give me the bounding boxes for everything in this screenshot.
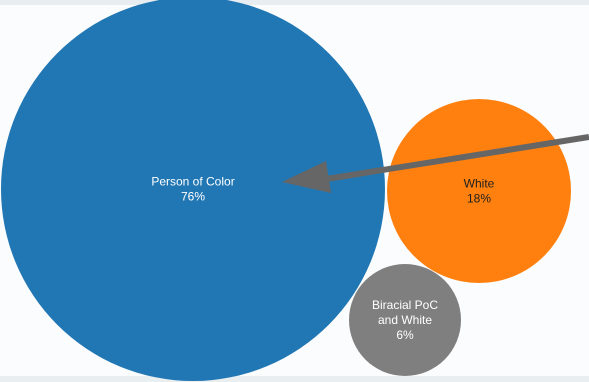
annotation-arrow (282, 134, 589, 193)
bubble-value-label: 6% (396, 328, 414, 342)
bubble-category-label: and White (378, 313, 432, 327)
bubble-category-label: White (464, 177, 495, 191)
bubble-category-label: Person of Color (151, 175, 234, 189)
arrow-shaft (319, 134, 589, 183)
bubble-circle (1, 0, 385, 381)
top-border (0, 0, 589, 5)
bubble-value-label: 18% (467, 192, 491, 206)
arrow-head (282, 161, 331, 193)
bubble-circle (349, 264, 461, 376)
bottom-border (0, 376, 589, 382)
bubble-value-label: 76% (181, 190, 205, 204)
bubble-category-label: Biracial PoC (372, 298, 438, 312)
